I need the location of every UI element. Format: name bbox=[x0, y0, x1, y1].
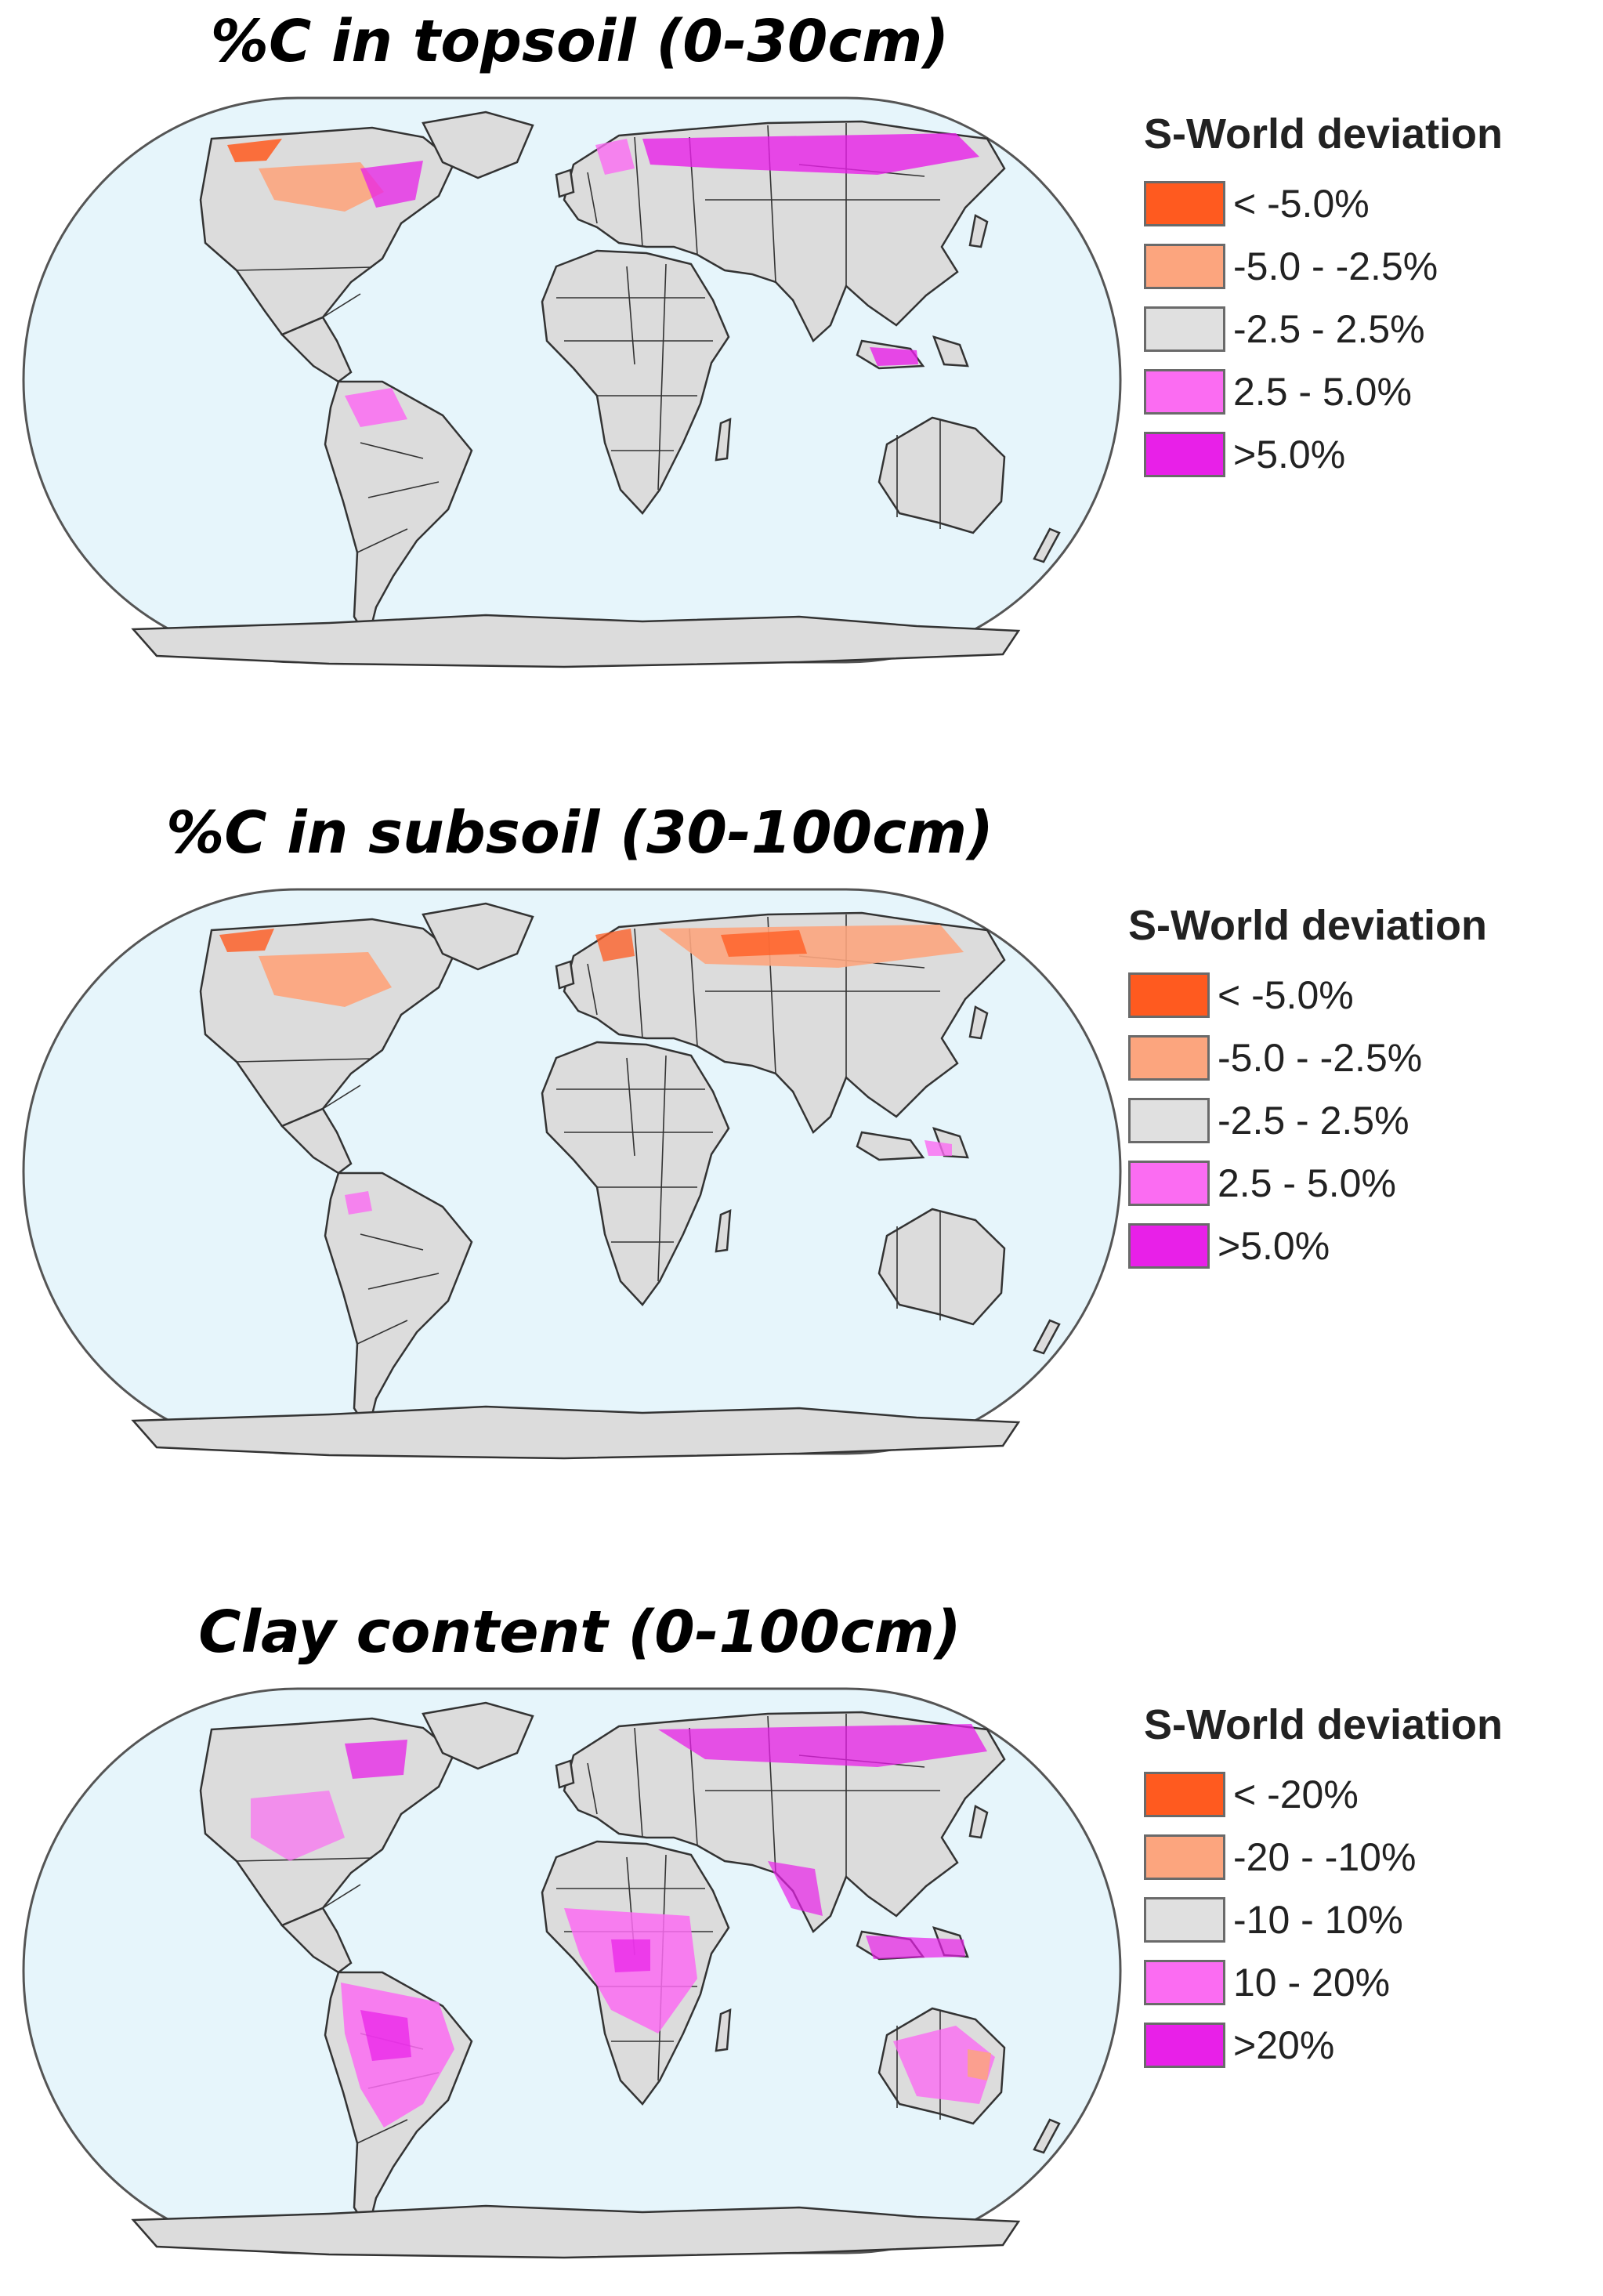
legend-label: >20% bbox=[1233, 2023, 1335, 2067]
legend-swatch bbox=[1144, 1960, 1225, 2005]
map-title: %C in topsoil (0-30cm) bbox=[210, 8, 950, 75]
legend-label: < -20% bbox=[1233, 1773, 1359, 1816]
legend-label: < -5.0% bbox=[1233, 182, 1370, 226]
patch-scandinavia-pos bbox=[595, 139, 635, 175]
patch-indonesia-pos bbox=[925, 1140, 952, 1156]
patch-south-america-strong-pos bbox=[360, 2010, 411, 2061]
patch-siberia-pos bbox=[658, 1724, 987, 1767]
legend-item: -5.0 - -2.5% bbox=[1144, 235, 1503, 298]
patch-canada-strong-neg bbox=[227, 139, 282, 162]
deviation-patches bbox=[251, 1724, 995, 2128]
legend-item: < -5.0% bbox=[1128, 964, 1487, 1027]
legend-label: >5.0% bbox=[1233, 433, 1346, 476]
legend-item: 10 - 20% bbox=[1144, 1951, 1503, 2014]
legend-title: S-World deviation bbox=[1144, 1701, 1503, 1748]
legend-swatch bbox=[1128, 1035, 1210, 1081]
legend-item: 2.5 - 5.0% bbox=[1128, 1152, 1487, 1215]
legend-item: >20% bbox=[1144, 2014, 1503, 2077]
legend-label: -2.5 - 2.5% bbox=[1233, 307, 1425, 351]
legend-label: 2.5 - 5.0% bbox=[1233, 370, 1412, 414]
legend-label: -10 - 10% bbox=[1233, 1898, 1403, 1942]
patch-indonesia-pos bbox=[866, 1936, 965, 1959]
legend: S-World deviation < -20% -20 - -10% -10 … bbox=[1144, 1700, 1503, 2077]
panel-subsoil: %C in subsoil (30-100cm) S-World deviati… bbox=[0, 791, 1603, 1497]
patch-canada-neg bbox=[259, 162, 384, 212]
patch-siberia-pos bbox=[642, 133, 979, 175]
legend-item: >5.0% bbox=[1144, 423, 1503, 486]
panel-topsoil: %C in topsoil (0-30cm) bbox=[0, 0, 1603, 705]
deviation-patches bbox=[219, 925, 964, 1215]
map-title: Clay content (0-100cm) bbox=[198, 1599, 961, 1666]
legend-title: S-World deviation bbox=[1128, 902, 1488, 949]
patch-ural-strong-neg bbox=[721, 930, 807, 957]
legend-item: -2.5 - 2.5% bbox=[1144, 298, 1503, 360]
legend: S-World deviation < -5.0% -5.0 - -2.5% -… bbox=[1128, 901, 1487, 1277]
legend-item: -5.0 - -2.5% bbox=[1128, 1027, 1487, 1089]
patch-amazon-pos bbox=[345, 1191, 372, 1215]
patch-amazon-pos bbox=[345, 388, 407, 427]
patch-africa-strong-pos bbox=[611, 1939, 650, 1972]
legend-label: < -5.0% bbox=[1218, 973, 1354, 1017]
legend-swatch bbox=[1144, 369, 1225, 415]
legend-item: -10 - 10% bbox=[1144, 1889, 1503, 1951]
map-title: %C in subsoil (30-100cm) bbox=[166, 799, 993, 867]
patch-labrador-pos bbox=[360, 161, 423, 208]
deviation-patches bbox=[227, 133, 979, 427]
patch-canada-pos bbox=[345, 1740, 407, 1779]
legend-swatch bbox=[1144, 1834, 1225, 1880]
legend-swatch bbox=[1128, 1098, 1210, 1143]
legend-label: 2.5 - 5.0% bbox=[1218, 1161, 1396, 1205]
legend-swatch bbox=[1144, 1897, 1225, 1943]
legend: S-World deviation < -5.0% -5.0 - -2.5% -… bbox=[1144, 110, 1503, 486]
patch-north-america-pos bbox=[251, 1791, 345, 1861]
legend-swatch bbox=[1144, 181, 1225, 226]
legend-label: 10 - 20% bbox=[1233, 1961, 1391, 2004]
legend-swatch bbox=[1144, 1772, 1225, 1817]
patch-scandinavia-strong-neg bbox=[595, 929, 635, 961]
legend-label: >5.0% bbox=[1218, 1224, 1330, 1268]
legend-label: -5.0 - -2.5% bbox=[1233, 244, 1438, 288]
patch-india-pos bbox=[768, 1861, 823, 1916]
legend-item: >5.0% bbox=[1128, 1215, 1487, 1277]
patch-canada-strong-neg bbox=[219, 929, 274, 952]
legend-item: < -5.0% bbox=[1144, 172, 1503, 235]
world-map bbox=[22, 888, 1122, 1460]
legend-item: 2.5 - 5.0% bbox=[1144, 360, 1503, 423]
world-map bbox=[22, 1687, 1122, 2259]
legend-swatch bbox=[1144, 244, 1225, 289]
legend-item: < -20% bbox=[1144, 1763, 1503, 1826]
legend-item: -20 - -10% bbox=[1144, 1826, 1503, 1889]
legend-label: -5.0 - -2.5% bbox=[1218, 1036, 1423, 1080]
legend-title: S-World deviation bbox=[1144, 110, 1503, 158]
patch-australia-neg bbox=[968, 2049, 991, 2081]
legend-swatch bbox=[1128, 1223, 1210, 1269]
legend-swatch bbox=[1144, 2023, 1225, 2068]
legend-label: -2.5 - 2.5% bbox=[1218, 1099, 1409, 1143]
world-map bbox=[22, 96, 1122, 668]
patch-australia-pos bbox=[893, 2026, 995, 2104]
legend-swatch bbox=[1128, 972, 1210, 1018]
patch-indonesia-pos bbox=[870, 347, 918, 366]
legend-swatch bbox=[1144, 306, 1225, 352]
legend-label: -20 - -10% bbox=[1233, 1835, 1417, 1879]
legend-item: -2.5 - 2.5% bbox=[1128, 1089, 1487, 1152]
panel-clay: Clay content (0-100cm) S-World deviation… bbox=[0, 1591, 1603, 2296]
legend-swatch bbox=[1144, 432, 1225, 477]
patch-canada-neg bbox=[259, 952, 392, 1007]
legend-swatch bbox=[1128, 1161, 1210, 1206]
